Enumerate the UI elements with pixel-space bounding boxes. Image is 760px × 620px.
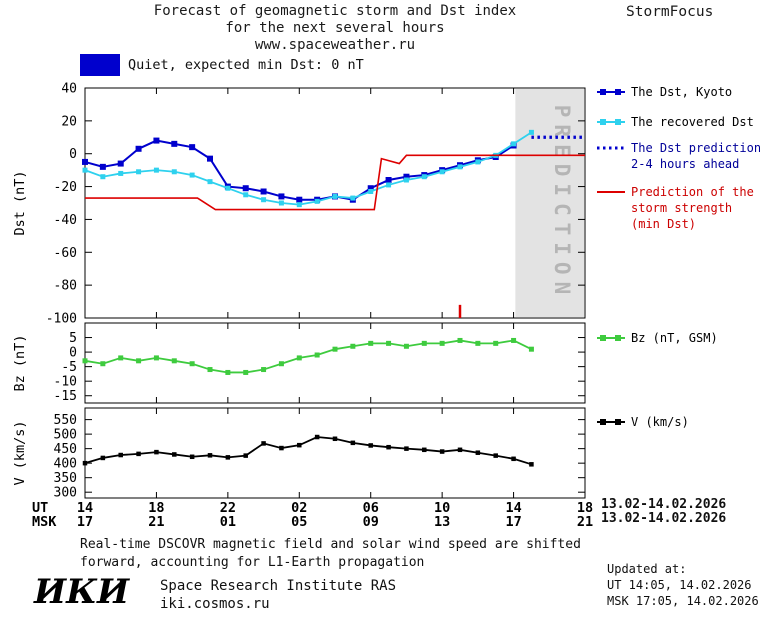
title-line-2: for the next several hours xyxy=(225,20,445,36)
msk-row-label: MSK xyxy=(32,514,57,530)
legend-item-v: V (km/s) xyxy=(596,414,689,430)
svg-text:14: 14 xyxy=(505,500,521,516)
svg-text:02: 02 xyxy=(291,500,307,516)
legend-item-dst_kyoto: The Dst, Kyoto xyxy=(596,84,732,100)
svg-text:18: 18 xyxy=(577,500,593,516)
svg-text:-10: -10 xyxy=(54,375,77,390)
svg-text:17: 17 xyxy=(505,514,521,530)
svg-text:-60: -60 xyxy=(54,246,77,261)
svg-text:500: 500 xyxy=(54,428,77,443)
svg-text:450: 450 xyxy=(54,442,77,457)
title-line-1: Forecast of geomagnetic storm and Dst in… xyxy=(153,3,517,19)
series-bz-0 xyxy=(84,339,532,374)
svg-text:21: 21 xyxy=(577,514,593,530)
svg-text:17: 17 xyxy=(77,514,93,530)
updated-label: Updated at: xyxy=(607,562,687,576)
legend-swatch-bz xyxy=(597,335,625,341)
legend-label-recovered: The recovered Dst xyxy=(631,115,754,129)
storm-status: Quiet, expected min Dst: 0 nT xyxy=(80,54,364,76)
svg-text:-20: -20 xyxy=(54,180,77,195)
svg-text:09: 09 xyxy=(363,514,379,530)
svg-text:10: 10 xyxy=(434,500,450,516)
legend-label-v: V (km/s) xyxy=(631,415,689,429)
svg-text:05: 05 xyxy=(291,514,307,530)
legend-item-dst_prediction: The Dst prediction 2-4 hours ahead xyxy=(596,140,760,172)
svg-text:22: 22 xyxy=(220,500,236,516)
svg-text:-80: -80 xyxy=(54,279,77,294)
svg-text:06: 06 xyxy=(363,500,379,516)
footnote-line-1: Real-time DSCOVR magnetic field and sola… xyxy=(80,537,581,552)
svg-text:350: 350 xyxy=(54,471,77,486)
updated-ut: UT 14:05, 14.02.2026 xyxy=(607,578,752,592)
svg-text:18: 18 xyxy=(148,500,164,516)
institute-name: Space Research Institute RAS xyxy=(160,578,397,594)
legend-item-storm_prediction: Prediction of the storm strength (min Ds… xyxy=(596,184,754,232)
brand-stormfocus: StormFocus xyxy=(626,4,714,20)
y-axis-label-dst: Dst (nT) xyxy=(12,170,28,235)
svg-text:13: 13 xyxy=(434,514,450,530)
iki-logo: ИКИ xyxy=(34,572,130,612)
y-axis-label-bz: Bz (nT) xyxy=(12,335,28,392)
legend-label-bz: Bz (nT, GSM) xyxy=(631,331,718,345)
status-level-swatch xyxy=(80,54,120,76)
ut-row-label: UT xyxy=(32,500,48,516)
svg-text:0: 0 xyxy=(69,346,77,361)
series-v-0 xyxy=(84,436,532,466)
svg-text:-100: -100 xyxy=(46,312,77,327)
svg-text:14: 14 xyxy=(77,500,93,516)
svg-text:0: 0 xyxy=(69,147,77,162)
svg-text:-5: -5 xyxy=(61,360,77,375)
svg-text:-40: -40 xyxy=(54,213,77,228)
legend-label-dst_kyoto: The Dst, Kyoto xyxy=(631,85,733,99)
legend-swatch-v xyxy=(597,419,625,425)
legend-label-storm_prediction: Prediction of the storm strength (min Ds… xyxy=(631,185,754,231)
series-dst-1 xyxy=(84,131,532,206)
series-dst-3 xyxy=(85,154,585,211)
legend-label-dst_prediction: The Dst prediction 2-4 hours ahead xyxy=(631,141,760,171)
footnote: Real-time DSCOVR magnetic field and sola… xyxy=(80,536,581,572)
svg-text:20: 20 xyxy=(61,114,77,129)
legend-item-bz: Bz (nT, GSM) xyxy=(596,330,718,346)
svg-text:300: 300 xyxy=(54,486,77,501)
institute-site-url: iki.cosmos.ru xyxy=(160,596,270,612)
footnote-line-2: forward, accounting for L1-Earth propaga… xyxy=(80,555,425,570)
legend-swatch-recovered xyxy=(597,119,625,125)
updated-msk: MSK 17:05, 14.02.2026 xyxy=(607,594,759,608)
svg-text:5: 5 xyxy=(69,331,77,346)
legend-swatch-storm_prediction xyxy=(597,191,625,193)
panel-dst: PREDICTION 40 20 0 -20 -40 -60 -80 -100 Dst (nT) xyxy=(12,82,586,327)
legend-swatch-dst_prediction xyxy=(597,146,625,150)
svg-text:400: 400 xyxy=(54,457,77,472)
status-label: Quiet, expected min Dst: 0 nT xyxy=(128,57,364,73)
ut-date-range: 13.02-14.02.2026 xyxy=(601,497,727,512)
chart-legend: The Dst, Kyoto The recovered Dst The Dst p… xyxy=(596,80,760,525)
svg-text:40: 40 xyxy=(61,82,77,97)
legend-swatch-dst_kyoto xyxy=(597,89,625,95)
title-site-url: www.spaceweather.ru xyxy=(254,37,416,53)
updated-at-block: Updated at: UT 14:05, 14.02.2026 MSK 17:… xyxy=(607,561,759,609)
page-title: Forecast of geomagnetic storm and Dst in… xyxy=(85,3,585,54)
svg-text:550: 550 xyxy=(54,413,77,428)
svg-text:01: 01 xyxy=(220,514,236,530)
svg-text:-15: -15 xyxy=(54,389,77,404)
y-axis-label-v: V (km/s) xyxy=(12,420,28,485)
svg-text:21: 21 xyxy=(148,514,164,530)
msk-date-range: 13.02-14.02.2026 xyxy=(601,511,727,526)
prediction-zone-label: PREDICTION xyxy=(550,105,574,301)
panel-bz: 50-5-10-15 Bz (nT) xyxy=(12,322,586,404)
prediction-zone xyxy=(515,89,584,317)
legend-item-recovered: The recovered Dst xyxy=(596,114,754,130)
